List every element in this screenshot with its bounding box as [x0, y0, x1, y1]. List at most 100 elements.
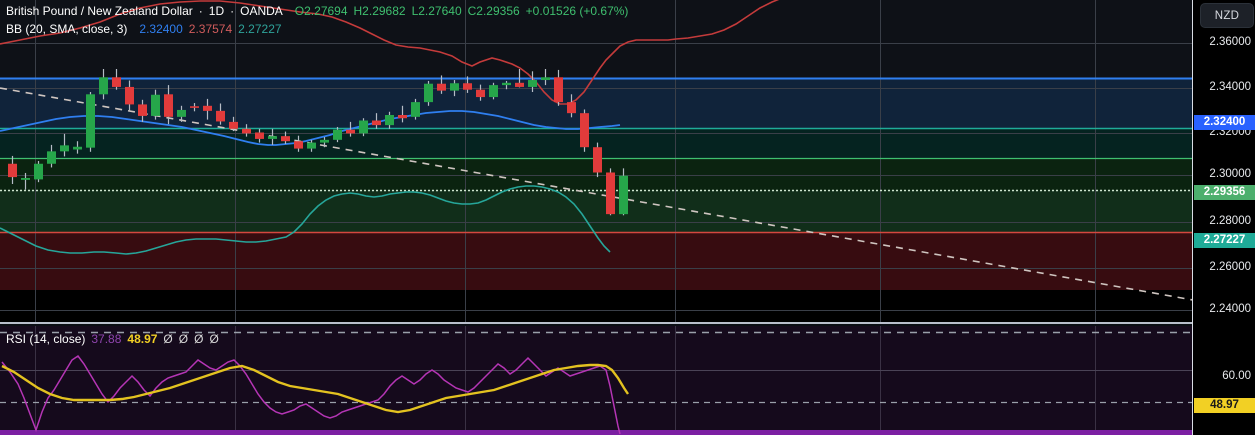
rsi-empty-3: Ø: [194, 332, 204, 346]
bb-label[interactable]: BB (20, SMA, close, 3): [6, 22, 128, 36]
candle-body[interactable]: [21, 178, 30, 180]
axis-tick-224000: 2.24000: [1209, 303, 1251, 315]
price-badge-last-close[interactable]: 2.29356: [1194, 185, 1255, 200]
candle-body[interactable]: [138, 104, 147, 116]
candle-body[interactable]: [294, 141, 303, 149]
candle-body[interactable]: [268, 136, 277, 139]
candle-body[interactable]: [346, 129, 355, 134]
candle-body[interactable]: [190, 106, 199, 108]
rsi-pane[interactable]: [0, 326, 1193, 435]
bb-upper-value: 2.37574: [188, 22, 233, 36]
candle-body[interactable]: [216, 110, 225, 122]
axis-tick-226000: 2.26000: [1209, 261, 1251, 273]
candle-body[interactable]: [372, 120, 381, 126]
pane-divider: [0, 322, 1193, 324]
candle-body[interactable]: [177, 109, 186, 117]
ohlc-high: H2.29682: [353, 4, 406, 18]
candle-body[interactable]: [60, 145, 69, 152]
candle-body[interactable]: [515, 82, 524, 87]
zone-red: [0, 232, 1193, 290]
candle-body[interactable]: [476, 89, 485, 98]
candle-body[interactable]: [112, 77, 121, 87]
candle-body[interactable]: [34, 163, 43, 180]
rsi-label[interactable]: RSI (14, close): [6, 332, 86, 346]
trend-line-dashed[interactable]: [0, 87, 1193, 301]
bb-lower-value: 2.27227: [238, 22, 282, 36]
candle-body[interactable]: [554, 77, 563, 103]
candle-body[interactable]: [8, 163, 17, 178]
rsi-badge-value[interactable]: 48.97: [1194, 398, 1255, 413]
candle-body[interactable]: [385, 115, 394, 126]
axis-tick-228000: 2.28000: [1209, 215, 1251, 227]
candle-body[interactable]: [307, 142, 316, 149]
candle-body[interactable]: [203, 105, 212, 111]
candle-body[interactable]: [47, 151, 56, 164]
zone-green-2: [0, 190, 1193, 232]
axis-tick-230000: 2.30000: [1209, 168, 1251, 180]
candle-body[interactable]: [125, 86, 134, 105]
candle-body[interactable]: [567, 102, 576, 114]
candle-body[interactable]: [86, 94, 95, 148]
rsi-empty-1: Ø: [163, 332, 173, 346]
candle-body[interactable]: [398, 115, 407, 119]
price-axis[interactable]: NZD 2.36000 2.34000 2.32000 2.30000 2.28…: [1192, 0, 1255, 435]
axis-tick-236000: 2.36000: [1209, 36, 1251, 48]
chart-title-legend[interactable]: British Pound / New Zealand Dollar · 1D · OA…: [6, 4, 628, 18]
candle-body[interactable]: [437, 83, 446, 91]
candle-body[interactable]: [619, 175, 628, 215]
zone-blue: [0, 78, 1193, 128]
rsi-ma-value: 48.97: [127, 332, 158, 346]
bb-upper-band-line: [0, 0, 780, 105]
rsi-axis-tick-60: 60.00: [1222, 370, 1251, 382]
rsi-background: [0, 326, 1193, 435]
rsi-indicator-legend[interactable]: RSI (14, close) 37.88 48.97 Ø Ø Ø Ø: [6, 332, 219, 346]
candle-body[interactable]: [255, 132, 264, 139]
candle-body[interactable]: [73, 146, 82, 150]
ohlc-close: C2.29356: [467, 4, 520, 18]
candle-body[interactable]: [606, 172, 615, 215]
bb-basis-line: [0, 110, 621, 146]
candle-body[interactable]: [333, 129, 342, 140]
price-badge-basis[interactable]: 2.32400: [1194, 115, 1255, 130]
candle-body[interactable]: [164, 94, 173, 117]
currency-button-nzd[interactable]: NZD: [1200, 3, 1254, 28]
price-chart-pane[interactable]: [0, 0, 1193, 322]
rsi-empty-2: Ø: [178, 332, 189, 346]
candle-body[interactable]: [229, 121, 238, 129]
candle-body[interactable]: [489, 85, 498, 98]
ohlc-low: L2.27640: [411, 4, 462, 18]
bb-lower-band-line: [0, 185, 611, 255]
candle-body[interactable]: [99, 77, 108, 95]
candle-body[interactable]: [281, 136, 290, 142]
candle-body[interactable]: [320, 139, 329, 143]
candlestick-series[interactable]: [8, 69, 628, 216]
vertical-gridlines: [35, 0, 1096, 322]
price-badge-bb-lower[interactable]: 2.27227: [1194, 233, 1255, 248]
candle-body[interactable]: [424, 83, 433, 103]
ohlc-open: O2.27694: [294, 4, 348, 18]
ohlc-change: +0.01526 (+0.67%): [525, 4, 629, 18]
candle-body[interactable]: [502, 82, 511, 86]
bb-basis-value: 2.32400: [139, 22, 183, 36]
interval-label[interactable]: 1D: [208, 4, 225, 18]
price-chart-canvas[interactable]: [0, 0, 1193, 322]
rsi-canvas[interactable]: [0, 326, 1193, 435]
zone-top-dark: [0, 0, 1193, 78]
candle-body[interactable]: [242, 128, 251, 134]
axis-tick-234000: 2.34000: [1209, 81, 1251, 93]
rsi-value: 37.88: [91, 332, 122, 346]
candle-body[interactable]: [151, 94, 160, 116]
candle-body[interactable]: [580, 113, 589, 148]
candle-body[interactable]: [359, 120, 368, 134]
candle-body[interactable]: [450, 83, 459, 91]
exchange-label[interactable]: OANDA: [240, 4, 283, 18]
candle-body[interactable]: [463, 83, 472, 90]
zone-bottom: [0, 290, 1193, 322]
candle-body[interactable]: [528, 80, 537, 87]
candle-body[interactable]: [411, 102, 420, 117]
bb-indicator-legend[interactable]: BB (20, SMA, close, 3) 2.32400 2.37574 2.27…: [6, 22, 282, 36]
symbol-name[interactable]: British Pound / New Zealand Dollar: [6, 4, 193, 18]
candle-body[interactable]: [593, 147, 602, 173]
candle-body[interactable]: [541, 77, 550, 81]
